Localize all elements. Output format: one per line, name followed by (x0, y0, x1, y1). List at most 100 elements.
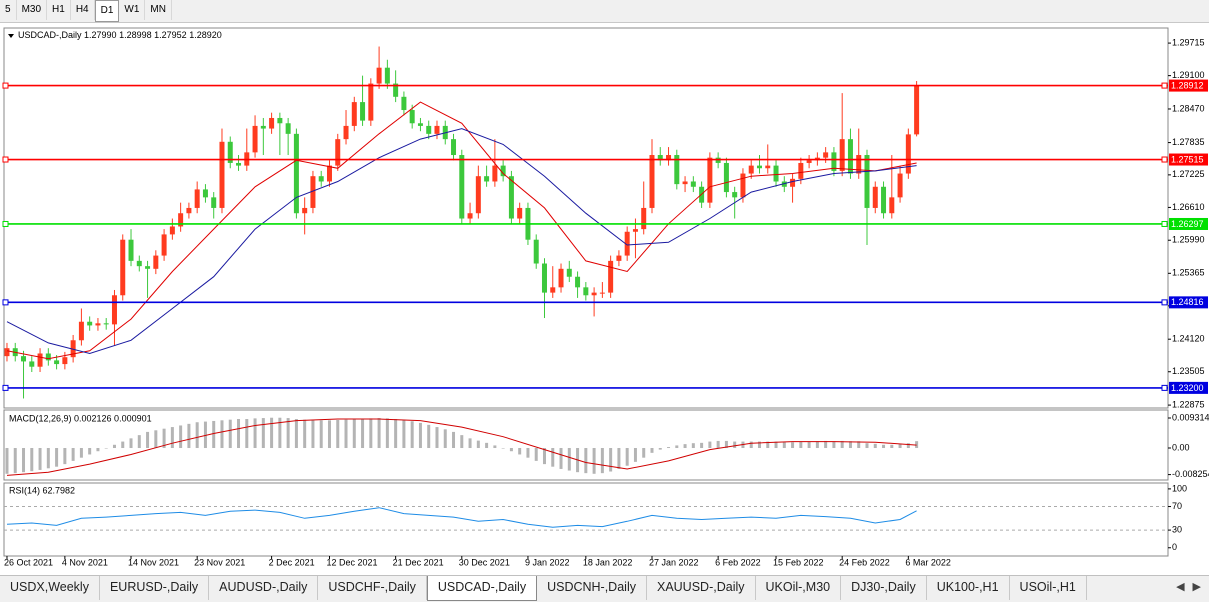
candle-body (21, 356, 27, 362)
macd-bar (96, 448, 100, 452)
candle-body (765, 165, 771, 169)
candle-body (856, 155, 862, 174)
macd-bar (179, 425, 183, 449)
x-tick-label: 9 Jan 2022 (525, 557, 570, 567)
timeframe-button[interactable]: W1 (119, 0, 146, 20)
level-handle (2, 82, 9, 89)
candle-body (111, 295, 117, 325)
chart-tab[interactable]: AUDUSD-,Daily (209, 576, 319, 600)
timeframe-button[interactable]: D1 (94, 0, 120, 22)
macd-bar (501, 448, 505, 449)
candle-body (508, 176, 514, 219)
scroll-arrow[interactable]: ▶ (1192, 581, 1201, 593)
macd-bar (13, 448, 17, 474)
candle-body (517, 207, 523, 219)
x-tick-label: 27 Jan 2022 (649, 557, 699, 567)
timeframe-button[interactable]: H1 (47, 0, 71, 20)
candle-body (657, 155, 663, 161)
chart-tab[interactable]: USDCHF-,Daily (318, 576, 427, 600)
candle-body (492, 165, 498, 182)
macd-bar (55, 448, 59, 467)
x-tick-label: 4 Nov 2021 (62, 557, 108, 567)
candle-body (136, 260, 142, 267)
macd-bar (418, 422, 422, 449)
candle-body (368, 83, 374, 121)
timeframe-toolbar: 5 M30 H1 H4 D1 W1 MN (0, 0, 1209, 23)
candle-body (335, 139, 341, 166)
timeframe-button[interactable]: MN (145, 0, 172, 20)
macd-bar (534, 448, 538, 461)
scroll-arrow[interactable]: ◀ (1176, 581, 1185, 593)
chart-tab[interactable]: EURUSD-,Daily (100, 576, 210, 600)
macd-bar (609, 448, 613, 472)
macd-bar (22, 448, 26, 473)
candle-body (211, 197, 217, 208)
chart-tab[interactable]: USDX,Weekly (0, 576, 100, 600)
macd-bar (170, 427, 174, 449)
candle-body (831, 152, 837, 171)
macd-bar (377, 418, 381, 449)
candle-body (566, 268, 572, 277)
level-label-box (1169, 296, 1208, 309)
y-tick-label: 1.29715 (1172, 37, 1205, 47)
macd-bar (882, 444, 886, 449)
candle-body (401, 96, 407, 111)
candle-body (293, 133, 299, 214)
macd-bar (716, 440, 720, 449)
chart-tabs: USDX,Weekly EURUSD-,Daily AUDUSD-,Daily USD… (0, 575, 1209, 602)
open-value: 1.27990 (84, 30, 117, 40)
macd-bar (154, 430, 158, 449)
macd-bar (633, 448, 637, 462)
level-handle (2, 156, 9, 163)
chart-tab[interactable]: USDCNH-,Daily (537, 576, 647, 600)
timeframe-button[interactable]: 5 (0, 0, 17, 20)
candle-body (798, 162, 804, 179)
candle-body (550, 287, 556, 293)
collapse-arrow[interactable] (8, 34, 14, 38)
macd-bar (815, 441, 819, 449)
candle-body (393, 83, 399, 97)
candle-body (227, 141, 233, 163)
level-label: 1.23200 (1171, 383, 1204, 393)
x-tick-label: 2 Dec 2021 (269, 557, 315, 567)
macd-bar (567, 448, 571, 471)
level-handle (1161, 220, 1168, 227)
macd-bar (352, 419, 356, 449)
chart-tab[interactable]: USOil-,H1 (1010, 576, 1087, 600)
chart-tab[interactable]: USDCAD-,Daily (426, 576, 538, 601)
macd-bar (38, 448, 42, 470)
chart-tab[interactable]: DJ30-,Daily (841, 576, 927, 600)
candle-body (434, 125, 440, 134)
y-tick-label: 1.29100 (1172, 70, 1205, 80)
chart-tab[interactable]: UK100-,H1 (927, 576, 1010, 600)
macd-bar (187, 423, 191, 449)
candle-body (558, 268, 564, 288)
x-tick-label: 26 Oct 2021 (4, 557, 53, 567)
candle-body (29, 361, 35, 367)
candle-body (202, 189, 208, 198)
timeframe-button[interactable]: H4 (71, 0, 95, 20)
macd-bar (5, 448, 9, 474)
candle-body (583, 287, 589, 296)
level-label: 1.24816 (1171, 297, 1204, 307)
macd-bar (600, 448, 604, 474)
chart-tab[interactable]: XAUUSD-,Daily (647, 576, 756, 600)
macd-title: MACD(12,26,9) 0.002126 0.000901 (9, 413, 152, 423)
macd-bar (551, 448, 555, 467)
candle-body (624, 231, 630, 256)
candle-body (790, 178, 796, 187)
candle-body (236, 162, 242, 166)
macd-bar (542, 448, 546, 465)
chart-tab[interactable]: UKOil-,M30 (756, 576, 842, 600)
macd-bar (435, 427, 439, 449)
macd-bar (509, 448, 513, 452)
macd-bar (121, 441, 125, 449)
macd-bar (278, 417, 282, 449)
macd-bar (303, 419, 307, 449)
timeframe-button[interactable]: M30 (17, 0, 48, 20)
macd-bar (691, 443, 695, 449)
candle-body (484, 176, 490, 182)
candle-body (641, 207, 647, 230)
macd-bar (650, 448, 654, 453)
